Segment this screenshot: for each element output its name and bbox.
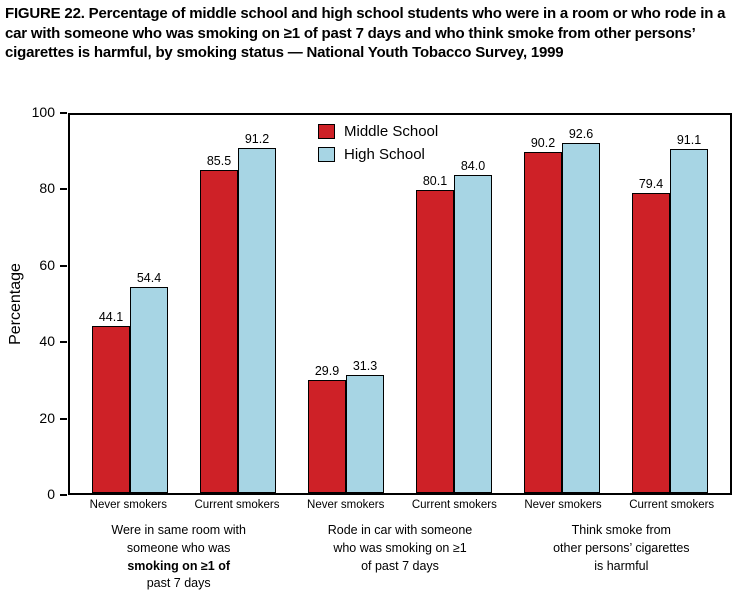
- bar-high-school: [346, 374, 384, 493]
- bars-container: 44.1 54.4 85.5 91.2 29.9 31.3 80.1 84.0 90.2 92.6…: [70, 115, 730, 493]
- bar-column: 90.2: [524, 115, 562, 493]
- group-label-line: is harmful: [594, 558, 649, 573]
- bar-high-school: [130, 287, 168, 493]
- bar-value-label: 90.2: [530, 136, 556, 151]
- x-tick-label: Current smokers: [629, 499, 715, 511]
- legend-label-middle-school: Middle School: [344, 123, 439, 140]
- legend-swatch-high-school: [318, 147, 335, 162]
- bar-value-label: 54.4: [136, 271, 162, 286]
- bar-column: 44.1: [92, 115, 130, 493]
- x-tick-label: Never smokers: [307, 499, 385, 511]
- bar-middle-school: [308, 379, 346, 493]
- group-label-line: other persons’ cigarettes: [553, 540, 690, 555]
- figure-title: FIGURE 22. Percentage of middle school a…: [5, 5, 726, 61]
- bar-value-label: 84.0: [460, 159, 486, 174]
- bar-column: 29.9: [308, 115, 346, 493]
- group-label-line: of past 7 days: [361, 558, 439, 573]
- group-label-0: Were in same room with someone who was smo…: [68, 522, 289, 593]
- bar-value-label: 44.1: [98, 310, 124, 325]
- plot-area: Middle School High School 44.1 54.4 85.5 91…: [68, 113, 732, 495]
- bar-middle-school: [416, 190, 454, 493]
- y-tick-label: 0: [47, 486, 55, 502]
- bar-value-label: 79.4: [638, 176, 664, 191]
- x-tick-label: Never smokers: [524, 499, 602, 511]
- group-label-line: who was smoking on ≥1: [333, 540, 467, 555]
- x-tick-label: Never smokers: [89, 499, 167, 511]
- bar-middle-school: [92, 326, 130, 493]
- bar-column: 79.4: [632, 115, 670, 493]
- group-label-line: Think smoke from: [571, 523, 671, 537]
- bar-column: 91.1: [670, 115, 708, 493]
- bar-column: 31.3: [346, 115, 384, 493]
- y-tick-label: 40: [39, 333, 55, 350]
- bar-column: 85.5: [200, 115, 238, 493]
- y-tick-label: 100: [31, 104, 55, 120]
- group-label-line: Rode in car with someone: [327, 523, 473, 537]
- y-tick-label: 80: [39, 180, 55, 197]
- bar-high-school: [670, 148, 708, 493]
- bar-pair-0: 44.1 54.4: [76, 115, 184, 493]
- bar-high-school: [238, 148, 276, 493]
- bar-value-label: 91.1: [676, 132, 702, 147]
- x-axis-group-labels: Were in same room with someone who was smo…: [68, 522, 732, 593]
- bar-column: 84.0: [454, 115, 492, 493]
- group-label-line: Were in same room with: [111, 523, 246, 537]
- bar-pair-3: 80.1 84.0: [400, 115, 508, 493]
- bar-value-label: 31.3: [352, 358, 378, 373]
- y-axis: 0 20 40 60 80 100: [0, 104, 68, 502]
- y-tick-mark: [60, 264, 67, 267]
- bar-value-label: 80.1: [422, 174, 448, 189]
- bar-column: 54.4: [130, 115, 168, 493]
- bar-value-label: 29.9: [314, 363, 340, 378]
- y-tick-mark: [60, 417, 67, 420]
- x-axis-tick-labels: Never smokers Current smokers Never smoker…: [68, 499, 732, 511]
- group-label-line: smoking on ≥1 of: [127, 558, 231, 573]
- bar-value-label: 92.6: [568, 126, 594, 141]
- bar-pair-1: 85.5 91.2: [184, 115, 292, 493]
- bar-column: 80.1: [416, 115, 454, 493]
- bar-column: 92.6: [562, 115, 600, 493]
- legend-label-high-school: High School: [344, 146, 425, 163]
- legend-swatch-middle-school: [318, 124, 335, 139]
- bar-pair-5: 79.4 91.1: [616, 115, 724, 493]
- bar-middle-school: [200, 169, 238, 493]
- bar-middle-school: [524, 152, 562, 493]
- group-label-line: someone who was: [126, 540, 231, 555]
- y-tick-label: 20: [39, 409, 55, 426]
- x-tick-label: Current smokers: [411, 499, 497, 511]
- bar-value-label: 91.2: [244, 132, 270, 147]
- group-label-2: Think smoke from other persons’ cigarette…: [511, 522, 732, 593]
- bar-pair-2: 29.9 31.3: [292, 115, 400, 493]
- bar-high-school: [562, 142, 600, 493]
- group-label-1: Rode in car with someone who was smoking …: [289, 522, 510, 593]
- y-tick-label: 60: [39, 256, 55, 273]
- bar-value-label: 85.5: [206, 153, 232, 168]
- bar-middle-school: [632, 192, 670, 493]
- x-tick-label: Current smokers: [194, 499, 280, 511]
- bar-pair-4: 90.2 92.6: [508, 115, 616, 493]
- legend-item-high-school: High School: [318, 146, 438, 163]
- bar-column: 91.2: [238, 115, 276, 493]
- y-tick-mark: [60, 494, 67, 496]
- legend-item-middle-school: Middle School: [318, 123, 438, 140]
- y-tick-mark: [60, 188, 67, 191]
- y-tick-mark: [60, 341, 67, 344]
- legend: Middle School High School: [318, 123, 438, 163]
- group-label-line: past 7 days: [146, 576, 211, 591]
- y-tick-mark: [60, 112, 67, 114]
- bar-high-school: [454, 175, 492, 493]
